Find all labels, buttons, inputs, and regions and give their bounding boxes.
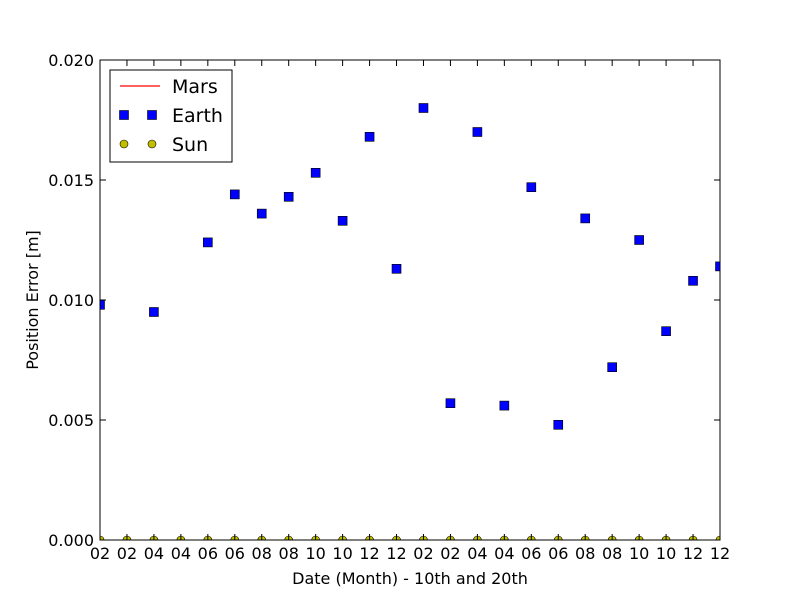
earth-point (715, 261, 720, 272)
earth-point (364, 132, 375, 142)
legend-sun-marker (147, 139, 157, 149)
x-tick-label: 06 (521, 544, 541, 563)
x-tick-label: 08 (279, 544, 299, 563)
earth-point (149, 307, 159, 317)
y-tick-label: 0.010 (48, 291, 94, 310)
y-tick-label: 0.015 (48, 171, 94, 190)
earth-point (499, 400, 510, 411)
legend: Mars Earth Sun (109, 69, 233, 163)
x-tick-label: 06 (548, 544, 568, 563)
x-tick-label: 10 (305, 544, 325, 563)
earth-point (553, 419, 564, 430)
earth-point (256, 208, 267, 219)
x-tick-label: 10 (629, 544, 649, 563)
sun-point (100, 535, 105, 540)
x-tick-label: 12 (683, 544, 703, 563)
x-tick-label: 12 (359, 544, 379, 563)
x-tick-label: 04 (467, 544, 487, 563)
x-tick-label: 12 (710, 544, 730, 563)
earth-point (391, 263, 402, 274)
earth-point (283, 192, 294, 202)
earth-point (445, 398, 456, 409)
x-tick-label: 06 (198, 544, 218, 563)
earth-point (580, 213, 591, 224)
x-tick-label: 04 (171, 544, 191, 563)
legend-label: Mars (172, 76, 218, 98)
earth-point (661, 326, 671, 337)
legend-label: Earth (172, 105, 223, 127)
x-tick-label: 02 (413, 544, 433, 563)
sun-point (715, 535, 720, 540)
earth-point (526, 182, 537, 192)
earth-point (310, 168, 321, 178)
data-marks (100, 103, 720, 540)
y-tick-label: 0.020 (48, 51, 94, 70)
x-tick-label: 04 (494, 544, 514, 563)
legend-box (109, 69, 233, 163)
earth-point (229, 189, 240, 200)
x-tick-label: 02 (90, 544, 110, 563)
legend-label: Sun (172, 134, 208, 156)
earth-point (607, 362, 617, 373)
legend-earth-marker (119, 110, 129, 120)
legend-sun-marker (119, 139, 129, 149)
plot-frame (99, 59, 721, 541)
x-tick-label: 08 (602, 544, 622, 563)
x-tick-label: 12 (386, 544, 406, 563)
x-tick-label: 10 (656, 544, 676, 563)
earth-point (688, 275, 698, 286)
earth-point (203, 237, 213, 248)
axis-ticks: 0.000 0.005 0.010 0.015 0.020 02 02 04 04 06 06 08 0… (48, 51, 730, 563)
x-axis-label: Date (Month) - 10th and 20th (292, 569, 528, 588)
earth-point (337, 216, 348, 226)
earth-point (418, 103, 429, 113)
x-tick-label: 02 (440, 544, 460, 563)
y-axis-label: Position Error [m] (23, 230, 42, 370)
legend-earth-marker (147, 110, 157, 120)
earth-point (634, 235, 644, 245)
earth-point (472, 127, 483, 137)
x-tick-label: 08 (575, 544, 595, 563)
x-tick-label: 02 (117, 544, 137, 563)
y-tick-label: 0.000 (48, 531, 94, 550)
y-tick-label: 0.005 (48, 411, 94, 430)
earth-point (100, 299, 105, 310)
x-tick-label: 04 (144, 544, 164, 563)
x-tick-label: 06 (225, 544, 245, 563)
x-tick-label: 08 (252, 544, 272, 563)
x-tick-label: 10 (332, 544, 352, 563)
